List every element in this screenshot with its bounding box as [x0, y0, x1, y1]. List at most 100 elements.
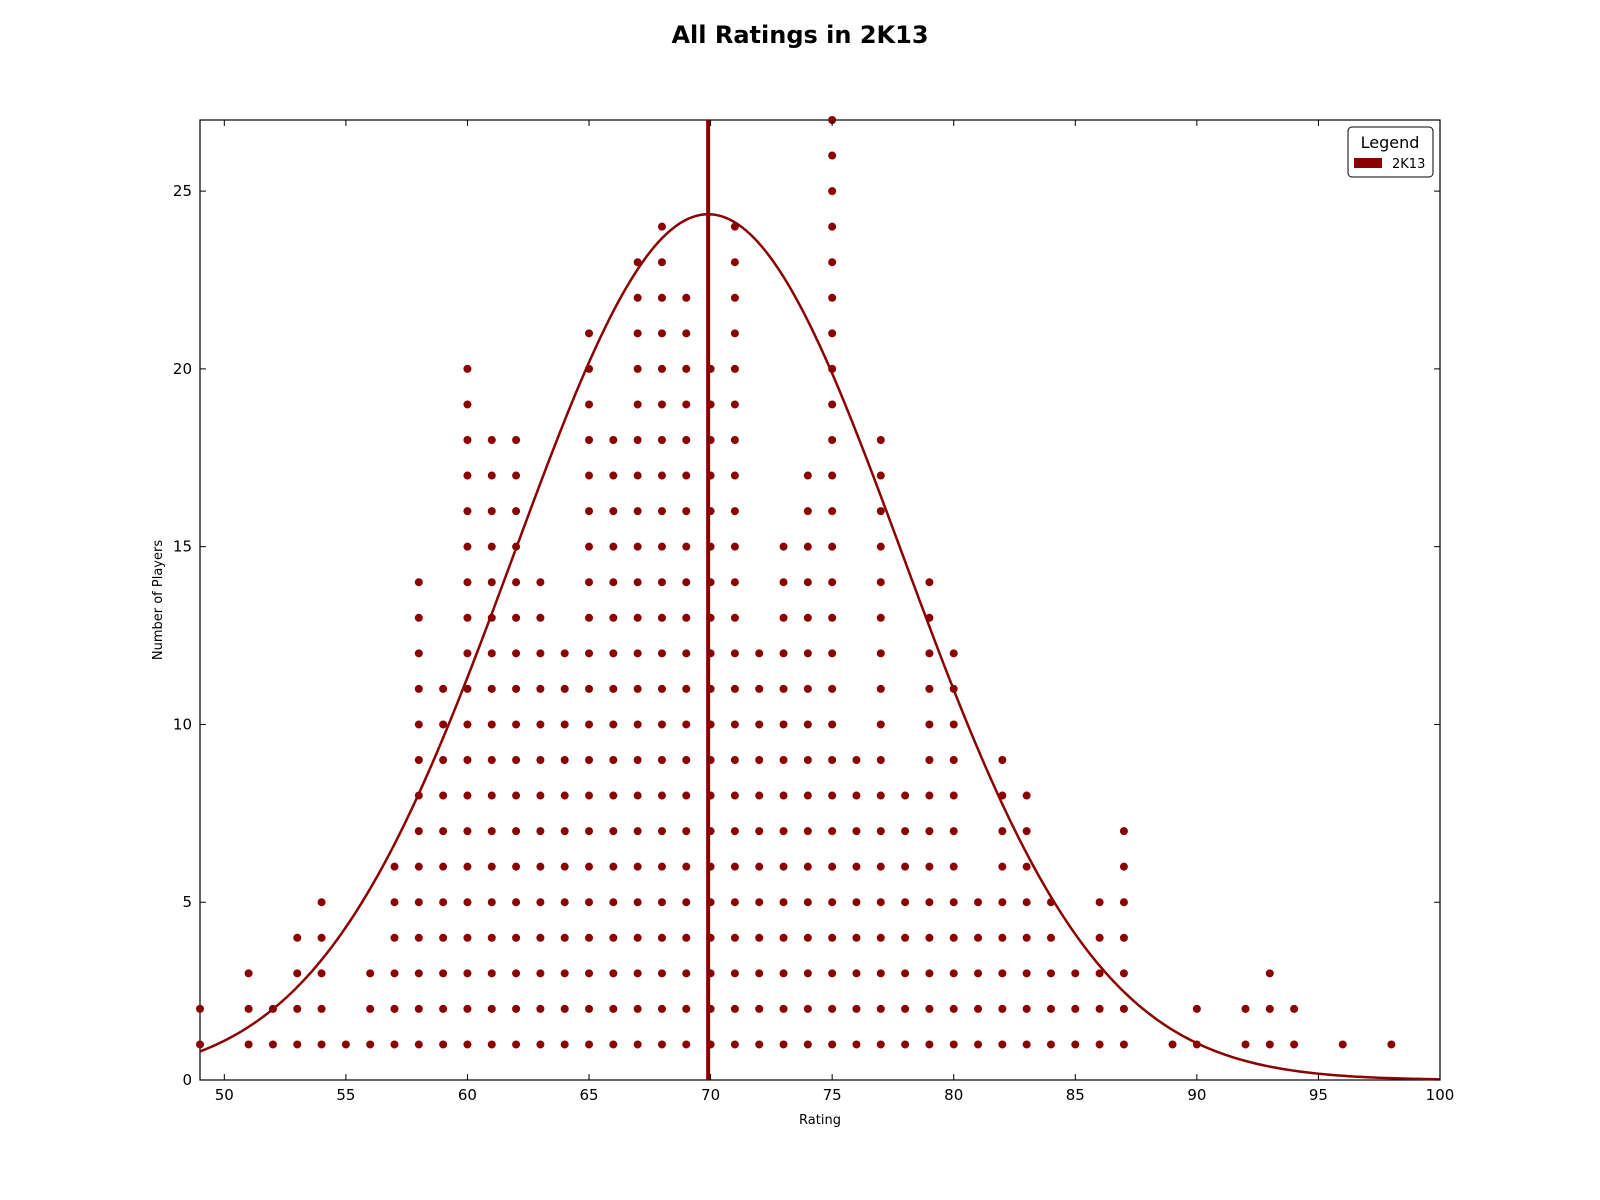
data-point: [1265, 969, 1274, 978]
data-point: [730, 720, 739, 729]
data-point: [585, 507, 594, 516]
data-point: [487, 898, 496, 907]
data-point: [293, 1040, 302, 1049]
data-point: [730, 969, 739, 978]
data-point: [1119, 827, 1128, 836]
data-point: [949, 933, 958, 942]
x-tick-label: 85: [1066, 1086, 1085, 1104]
data-point: [852, 1004, 861, 1013]
data-point: [439, 1004, 448, 1013]
data-point: [439, 969, 448, 978]
data-point: [390, 862, 399, 871]
data-point: [512, 898, 521, 907]
data-point: [487, 578, 496, 587]
data-point: [512, 862, 521, 871]
data-point: [560, 862, 569, 871]
data-point: [609, 862, 618, 871]
x-tick-label: 65: [579, 1086, 598, 1104]
data-point: [779, 649, 788, 658]
data-point: [657, 471, 666, 480]
data-point: [657, 364, 666, 373]
data-point: [657, 293, 666, 302]
data-point: [633, 969, 642, 978]
data-point: [487, 791, 496, 800]
data-point: [876, 933, 885, 942]
data-point: [925, 578, 934, 587]
data-point: [585, 400, 594, 409]
data-point: [633, 791, 642, 800]
data-point: [487, 756, 496, 764]
data-point: [803, 684, 812, 693]
data-point: [609, 436, 618, 444]
data-point: [852, 1040, 861, 1049]
data-point: [609, 649, 618, 658]
data-point: [657, 933, 666, 942]
data-point: [560, 756, 569, 764]
data-point: [560, 827, 569, 836]
normal-curve: [199, 212, 1441, 1081]
data-point: [657, 542, 666, 551]
chart-title: All Ratings in 2K13: [671, 21, 928, 49]
data-point: [1119, 933, 1128, 942]
data-point: [1046, 933, 1055, 942]
data-point: [585, 898, 594, 907]
data-point: [536, 684, 545, 693]
data-point: [755, 1004, 764, 1013]
data-point: [439, 933, 448, 942]
data-point: [1290, 1040, 1299, 1049]
data-point: [366, 969, 375, 978]
data-point: [317, 969, 326, 978]
data-point: [463, 791, 472, 800]
data-point: [536, 613, 545, 622]
data-point: [439, 827, 448, 836]
data-point: [585, 436, 594, 444]
data-point: [998, 862, 1007, 871]
data-point: [536, 791, 545, 800]
data-point: [901, 791, 910, 800]
x-tick-label: 80: [944, 1086, 963, 1104]
data-point: [585, 1040, 594, 1049]
data-point: [949, 1040, 958, 1049]
data-point: [512, 756, 521, 764]
data-point: [925, 684, 934, 693]
data-point: [1022, 969, 1031, 978]
data-point: [536, 862, 545, 871]
data-point: [828, 578, 837, 587]
data-point: [803, 578, 812, 587]
data-point: [390, 1004, 399, 1013]
data-point: [585, 1004, 594, 1013]
data-point: [609, 684, 618, 693]
data-point: [779, 684, 788, 693]
data-point: [730, 613, 739, 622]
data-point: [609, 720, 618, 729]
data-point: [463, 613, 472, 622]
data-point: [1022, 827, 1031, 836]
data-point: [657, 898, 666, 907]
data-point: [755, 969, 764, 978]
data-point: [779, 791, 788, 800]
plot-area: [196, 116, 1441, 1081]
data-point: [414, 613, 423, 622]
data-point: [901, 933, 910, 942]
data-point: [682, 293, 691, 302]
data-point: [876, 578, 885, 587]
data-point: [925, 756, 934, 764]
data-point: [730, 898, 739, 907]
data-point: [901, 1004, 910, 1013]
data-point: [682, 542, 691, 551]
data-point: [560, 1004, 569, 1013]
data-point: [341, 1040, 350, 1049]
data-point: [268, 1040, 277, 1049]
y-axis: 0 5 10 15 20 25: [173, 182, 1440, 1089]
data-point: [682, 578, 691, 587]
data-point: [682, 400, 691, 409]
data-point: [974, 1040, 983, 1049]
data-point: [317, 1040, 326, 1049]
data-point: [463, 649, 472, 658]
data-point: [779, 542, 788, 551]
data-point: [512, 649, 521, 658]
data-point: [730, 507, 739, 516]
data-point: [925, 1040, 934, 1049]
data-point: [730, 293, 739, 302]
data-point: [1241, 1040, 1250, 1049]
